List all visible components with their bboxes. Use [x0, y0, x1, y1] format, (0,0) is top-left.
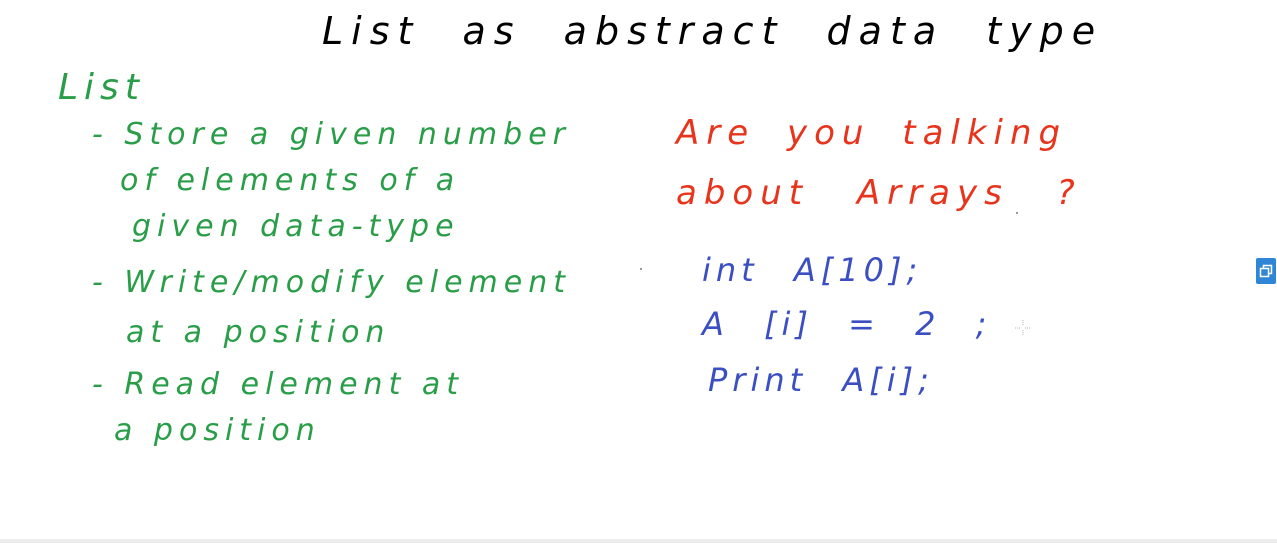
list-heading: List — [58, 67, 145, 108]
restore-window-button[interactable] — [1256, 258, 1276, 284]
question-line-2: about Arrays ? — [676, 173, 1082, 213]
question-line-1: Are you talking — [676, 113, 1068, 153]
restore-window-icon — [1259, 264, 1273, 278]
bullet-store-line-2: of elements of a — [120, 163, 461, 198]
bullet-store-line-3: given data-type — [132, 209, 460, 244]
bullet-write-line-2: at a position — [126, 315, 391, 350]
bullet-write-line-1: - Write/modify element — [92, 265, 572, 300]
slide-title: List as abstract data type — [322, 9, 1104, 53]
code-line-print: Print A[i]; — [708, 361, 934, 399]
code-line-assignment: A [i] = 2 ; — [702, 305, 992, 343]
bullet-read-line-2: a position — [114, 413, 321, 448]
ink-speck — [640, 268, 642, 270]
bullet-store-line-1: - Store a given number — [92, 117, 571, 152]
ink-speck — [1016, 212, 1018, 214]
crosshair-cursor-icon — [1013, 318, 1033, 338]
bullet-read-line-1: - Read element at — [92, 367, 465, 402]
code-line-declaration: int A[10]; — [702, 251, 923, 289]
